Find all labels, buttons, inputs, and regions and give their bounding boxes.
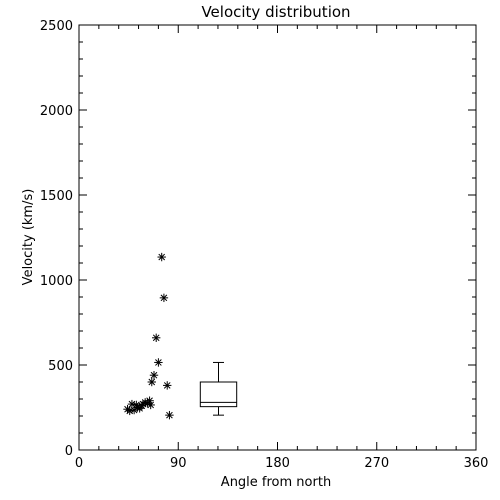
y-tick-label: 2500 (40, 19, 73, 34)
data-point (165, 410, 174, 420)
y-tick-label: 2000 (40, 104, 73, 119)
data-point (157, 252, 166, 262)
point-stroke (146, 397, 153, 405)
point-stroke (166, 411, 173, 419)
x-axis-ticks: 0 90 180 270 360 (75, 25, 489, 471)
point-stroke (155, 359, 162, 366)
point-stroke (147, 401, 155, 409)
data-point (147, 377, 156, 387)
box-iqr (199, 381, 238, 408)
x-tick-label: 0 (75, 456, 83, 471)
box-plot (199, 361, 238, 416)
y-tick-label: 500 (48, 359, 73, 374)
point-stroke (148, 378, 156, 386)
y-axis-label: Velocity (km/s) (21, 189, 36, 286)
point-stroke (126, 407, 134, 415)
data-point (151, 333, 161, 342)
chart-title: Velocity distribution (201, 3, 350, 21)
x-axis-label: Angle from north (221, 475, 331, 490)
point-stroke (158, 253, 166, 261)
y-tick-label: 1000 (40, 274, 73, 289)
data-point (163, 381, 172, 390)
point-stroke (133, 401, 140, 409)
x-tick-label: 360 (464, 456, 489, 471)
y-axis-ticks: 0 500 1000 1500 2000 2500 (40, 19, 476, 459)
data-point (146, 400, 155, 410)
x-tick-label: 90 (170, 456, 187, 471)
x-tick-label: 270 (364, 456, 389, 471)
x-tick-label: 180 (265, 456, 290, 471)
scatter-points (123, 252, 174, 420)
y-tick-label: 1500 (40, 189, 73, 204)
plot-frame (78, 24, 477, 451)
data-point (159, 293, 169, 303)
y-tick-label: 0 (65, 444, 73, 459)
point-stroke (152, 334, 160, 342)
point-stroke (150, 371, 158, 379)
data-point (154, 358, 163, 367)
data-point (149, 371, 159, 380)
point-stroke (163, 382, 171, 389)
point-stroke (160, 294, 168, 302)
